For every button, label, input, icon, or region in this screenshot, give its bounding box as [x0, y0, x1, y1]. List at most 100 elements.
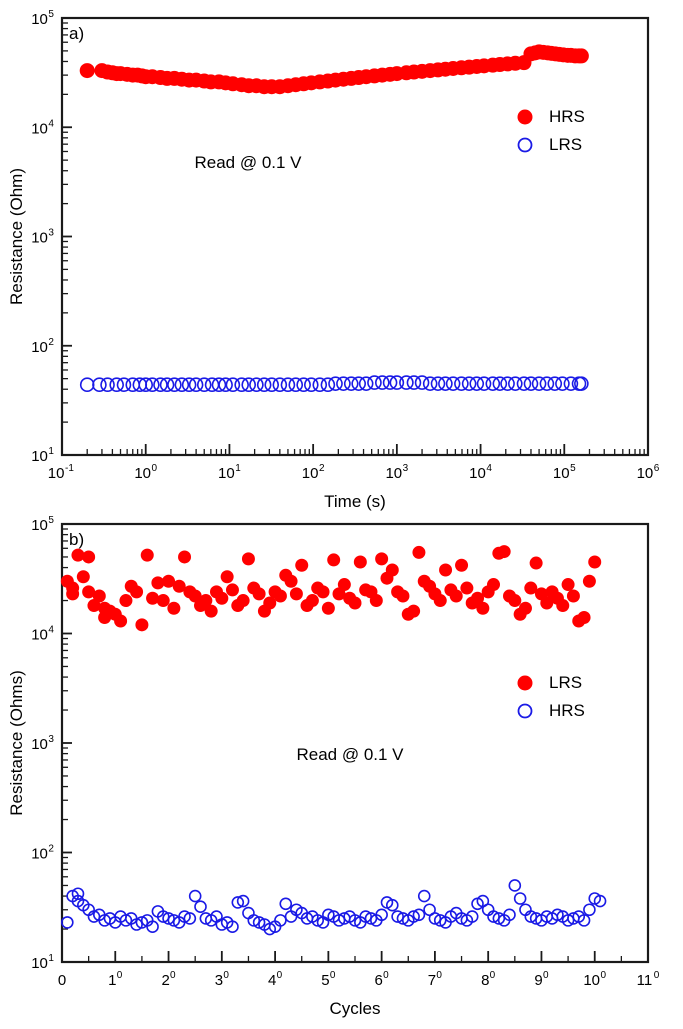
x-tick-label: 10 2	[302, 463, 325, 482]
series-hrs-b	[61, 879, 607, 936]
data-point	[588, 555, 602, 569]
data-point	[218, 377, 233, 393]
data-point	[343, 376, 359, 391]
data-point	[414, 375, 430, 390]
y-tick-label: 10 4	[31, 625, 54, 644]
data-point	[422, 376, 438, 391]
data-point	[305, 594, 319, 608]
data-point	[145, 377, 160, 393]
data-point	[280, 377, 296, 393]
x-tick-label-base: 10	[134, 465, 151, 482]
data-point	[264, 377, 280, 393]
data-point	[225, 377, 241, 393]
data-point	[146, 920, 159, 934]
data-point	[561, 914, 575, 927]
x-tick-label-base: 2	[161, 972, 169, 989]
data-point	[274, 914, 287, 927]
x-tick-label-exponent: 6	[654, 463, 660, 474]
data-point	[561, 578, 575, 592]
data-point	[256, 377, 272, 393]
x-tick-label: 10 1	[218, 463, 241, 482]
x-tick-label-exponent: -1	[65, 463, 74, 474]
data-point	[252, 587, 266, 601]
data-point	[284, 574, 298, 588]
data-point	[71, 548, 85, 562]
data-point	[87, 599, 101, 613]
y-axis-title: Resistance (Ohms)	[7, 670, 26, 815]
data-point	[375, 552, 389, 566]
data-point	[407, 910, 420, 923]
y-axis-title: Resistance (Ohm)	[7, 168, 26, 305]
data-point	[540, 596, 554, 610]
y-tick-label: 10 5	[31, 9, 54, 28]
data-point	[487, 578, 501, 592]
data-point	[312, 377, 328, 393]
x-tick-label-exponent: 0	[436, 970, 442, 981]
data-point	[241, 552, 255, 566]
y-tick-label: 10 2	[31, 844, 54, 863]
data-point	[61, 916, 74, 929]
data-point	[322, 908, 335, 922]
x-axis-title: Time (s)	[324, 492, 386, 511]
data-point	[188, 589, 202, 603]
y-tick-label-exponent: 2	[48, 844, 54, 855]
data-point	[348, 596, 362, 610]
y-tick-label: 10 3	[31, 734, 54, 753]
data-point	[358, 376, 374, 391]
data-point	[159, 377, 175, 393]
x-tick-label-exponent: 0	[117, 970, 123, 981]
data-point	[188, 889, 202, 903]
data-point	[513, 892, 527, 905]
data-point	[247, 914, 261, 927]
data-point	[454, 376, 469, 391]
data-point	[196, 377, 212, 393]
data-point	[100, 377, 115, 393]
data-point	[146, 591, 160, 605]
data-point	[174, 377, 190, 393]
data-point	[374, 375, 390, 390]
data-point	[508, 594, 522, 608]
y-tick-label: 10 2	[31, 337, 54, 356]
y-tick-label-base: 10	[31, 736, 48, 753]
x-tick-label: 10 6	[637, 463, 660, 482]
x-axis-ticks: 10 -1 10 0 10 1 10 2 10 3 10 4 10 5 10 6	[48, 444, 660, 482]
data-point	[399, 375, 414, 390]
data-point	[438, 376, 453, 391]
data-point	[391, 910, 404, 923]
x-tick-label-base: 1	[108, 972, 116, 989]
x-tick-label-exponent: 0	[601, 970, 607, 981]
data-point	[119, 914, 133, 927]
x-tick-label-exponent: 5	[570, 463, 576, 474]
data-point	[167, 914, 181, 927]
y-tick-label: 10 1	[31, 953, 54, 972]
x-tick-label-exponent: 0	[654, 970, 660, 981]
data-point	[71, 887, 85, 901]
x-tick-label-exponent: 0	[330, 970, 336, 981]
data-point	[336, 376, 351, 391]
data-point	[87, 910, 101, 923]
x-tick-label-exponent: 0	[277, 970, 283, 981]
data-point	[82, 585, 96, 599]
data-point	[231, 896, 245, 909]
data-point	[66, 587, 80, 601]
y-tick-label-exponent: 4	[48, 118, 54, 129]
series-lrs-b	[60, 545, 602, 632]
data-point	[428, 912, 442, 925]
x-tick-label-base: 4	[268, 972, 276, 989]
legend-marker-hrs	[517, 703, 533, 719]
data-point	[563, 376, 579, 391]
x-tick-label: 0	[58, 972, 66, 989]
data-point	[130, 918, 143, 931]
data-point	[593, 894, 607, 908]
data-point	[455, 558, 469, 572]
data-point	[156, 594, 170, 608]
data-point	[303, 377, 319, 393]
y-tick-label-exponent: 1	[48, 446, 54, 457]
x-tick-label-exponent: 0	[170, 970, 176, 981]
data-point	[194, 900, 207, 913]
x-tick-label-exponent: 3	[403, 463, 409, 474]
